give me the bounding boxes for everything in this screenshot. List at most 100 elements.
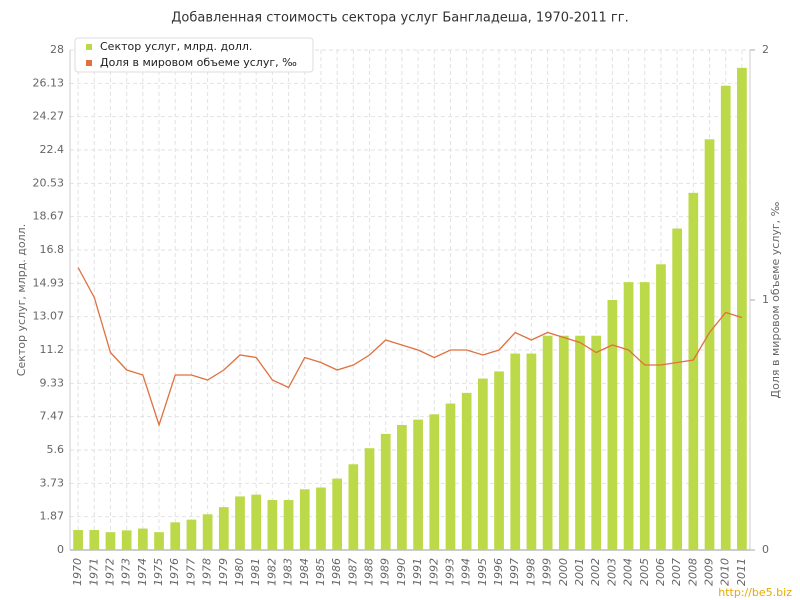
x-tick-label: 1974 [136, 558, 149, 586]
bar [639, 282, 650, 550]
y-tick-label: 18.67 [33, 210, 65, 223]
bar [445, 403, 456, 550]
y-tick-label: 22.4 [40, 143, 65, 156]
x-tick-label: 1990 [395, 558, 408, 586]
bar [526, 353, 537, 550]
bar [299, 489, 310, 550]
y-tick-label: 11.2 [40, 343, 65, 356]
x-tick-label: 2010 [719, 558, 732, 586]
bar [558, 335, 569, 550]
bar [737, 67, 747, 550]
bar [73, 530, 83, 550]
bar [218, 507, 229, 550]
bar [105, 532, 116, 550]
y-tick-label: 14.93 [33, 276, 65, 289]
x-tick-label: 1973 [120, 558, 133, 586]
y-tick-label: 13.07 [33, 310, 65, 323]
y2-tick-label: 1 [762, 293, 769, 306]
x-tick-label: 1980 [233, 558, 246, 586]
bar [397, 425, 407, 550]
bar [478, 378, 488, 550]
x-tick-label: 2002 [589, 558, 602, 586]
bar [138, 528, 148, 550]
x-tick-label: 1972 [103, 558, 116, 586]
y-tick-label: 7.47 [40, 410, 65, 423]
x-tick-label: 1977 [184, 558, 197, 586]
x-tick-label: 1996 [492, 558, 505, 586]
x-tick-label: 1994 [460, 558, 473, 586]
x-tick-label: 1999 [541, 558, 554, 586]
bar [494, 371, 504, 550]
x-tick-label: 1992 [427, 558, 440, 586]
x-tick-label: 1976 [168, 558, 181, 586]
y-tick-label: 5.6 [47, 443, 65, 456]
x-tick-label: 1983 [282, 558, 295, 586]
bar [461, 392, 472, 550]
x-tick-label: 1970 [71, 558, 84, 586]
bar [591, 335, 602, 550]
x-tick-label: 1991 [411, 558, 424, 586]
y-tick-label: 9.33 [40, 376, 65, 389]
bar [121, 530, 132, 550]
bar [154, 532, 164, 550]
bar [380, 433, 391, 550]
bar [364, 448, 375, 550]
bar [575, 335, 585, 550]
y2-axis-label: Доля в мировом объеме услуг, ‰ [769, 201, 782, 398]
y-tick-label: 0 [57, 543, 64, 556]
bar [720, 85, 731, 550]
legend-label: Доля в мировом объеме услуг, ‰ [100, 56, 297, 69]
x-tick-label: 1998 [524, 558, 537, 586]
x-tick-label: 2006 [654, 558, 667, 586]
y-axis-label: Сектор услуг, млрд. долл. [15, 224, 28, 376]
x-tick-label: 1975 [152, 558, 165, 586]
y2-tick-label: 0 [762, 543, 769, 556]
bar [656, 264, 666, 550]
bar [672, 228, 682, 551]
x-tick-label: 1988 [363, 558, 376, 586]
bar [704, 139, 715, 551]
bar [413, 419, 423, 550]
x-tick-label: 2009 [703, 558, 716, 586]
bar [89, 530, 100, 550]
y-tick-label: 16.8 [40, 243, 65, 256]
bar [170, 522, 181, 550]
y-tick-label: 26.13 [33, 76, 65, 89]
y-tick-label: 3.73 [40, 476, 65, 489]
y-tick-label: 1.87 [40, 510, 65, 523]
x-tick-label: 1981 [249, 558, 262, 586]
bar [348, 464, 359, 550]
x-tick-label: 1971 [87, 558, 100, 586]
y-tick-label: 24.27 [33, 110, 65, 123]
y-tick-label: 20.53 [33, 176, 65, 189]
bar [202, 514, 213, 550]
legend: Сектор услуг, млрд. долл. Доля в мировом … [74, 37, 314, 73]
legend-label: Сектор услуг, млрд. долл. [100, 40, 252, 53]
bar [623, 282, 634, 550]
x-tick-label: 1982 [265, 558, 278, 586]
bar [267, 500, 278, 550]
x-tick-label: 2004 [622, 558, 635, 586]
x-tick-label: 1984 [298, 558, 311, 586]
bar [688, 192, 699, 550]
x-tick-label: 2000 [557, 558, 570, 586]
y2-tick-label: 2 [762, 43, 769, 56]
bar [186, 519, 197, 550]
legend-box [74, 37, 314, 73]
bar [283, 500, 294, 550]
x-tick-label: 1985 [314, 558, 327, 586]
bar [332, 478, 342, 550]
x-tick-label: 1997 [508, 558, 521, 586]
bar [429, 414, 440, 550]
bar [235, 496, 245, 550]
x-tick-label: 2001 [573, 558, 586, 586]
y-tick-label: 28 [50, 43, 64, 56]
x-tick-label: 1987 [346, 558, 359, 586]
x-tick-label: 1989 [379, 558, 392, 586]
bar [251, 494, 262, 550]
legend-swatch [86, 44, 92, 50]
x-tick-label: 2011 [735, 558, 748, 586]
bar [316, 487, 326, 550]
chart-title: Добавленная стоимость сектора услуг Банг… [171, 11, 628, 26]
